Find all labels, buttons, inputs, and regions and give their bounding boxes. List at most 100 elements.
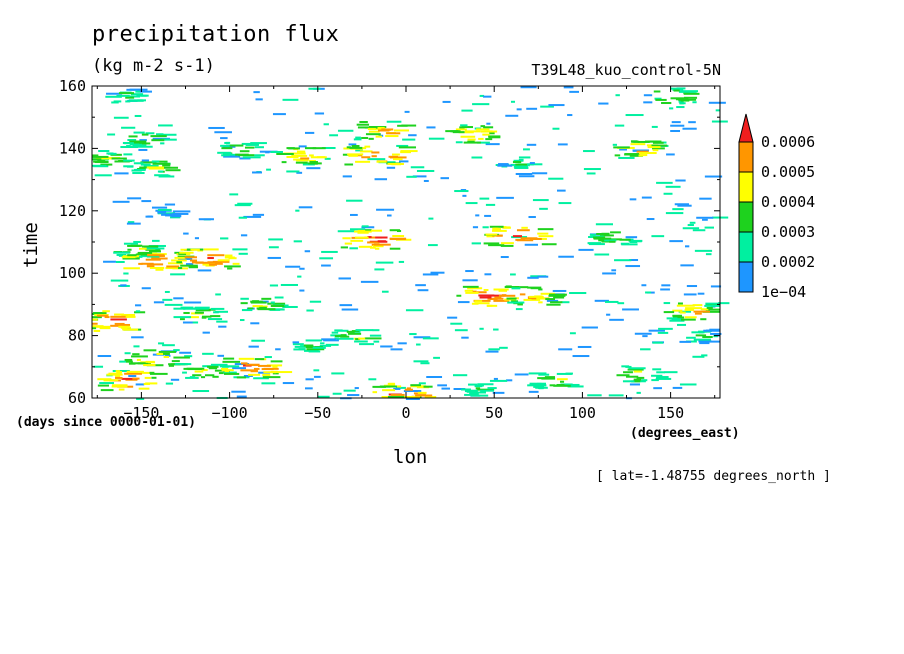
precip-streak [332, 392, 342, 395]
x-tick-label: 100 [569, 404, 596, 422]
precip-streak [170, 378, 180, 381]
precip-streak [218, 325, 227, 328]
precip-streak [380, 345, 393, 348]
precip-streak [115, 260, 125, 263]
precip-cell [390, 393, 405, 396]
precip-streak [587, 394, 602, 397]
plot-area [92, 86, 730, 400]
precip-streak [614, 124, 625, 127]
precip-streak [239, 157, 251, 160]
precip-streak [417, 289, 429, 292]
precip-cell [512, 161, 522, 164]
precip-cell [151, 139, 165, 142]
precip-streak [179, 351, 192, 354]
precip-cell [133, 240, 141, 243]
precip-streak [679, 383, 697, 386]
precip-cell [550, 301, 563, 304]
precip-cell [207, 257, 214, 260]
precip-streak [640, 348, 651, 351]
precip-cell [122, 328, 139, 331]
precip-cell [415, 394, 433, 397]
precip-cell [600, 239, 617, 242]
precip-streak [526, 107, 538, 110]
precip-cell [489, 132, 495, 135]
precip-streak [426, 126, 436, 129]
precip-streak [696, 216, 714, 219]
chart-units: (kg m-2 s-1) [92, 56, 215, 76]
precip-cell [461, 126, 474, 129]
precip-streak [268, 238, 283, 241]
precip-cell [529, 237, 542, 240]
precip-streak [704, 175, 723, 178]
precip-cell [114, 160, 130, 163]
precip-cell [638, 152, 657, 155]
precip-streak [518, 175, 535, 178]
precip-cell [155, 160, 168, 163]
precip-cell [154, 174, 169, 177]
precip-streak [493, 328, 499, 331]
precip-streak [347, 394, 360, 397]
precip-streak [94, 174, 112, 177]
precip-cell [631, 380, 641, 383]
precip-cell [151, 206, 168, 209]
precip-cell [417, 391, 427, 394]
precip-cell [492, 228, 502, 231]
precip-cell [516, 229, 530, 232]
precip-streak [261, 382, 276, 385]
x-axis-units: (degrees_east) [630, 426, 740, 441]
precip-cell [157, 211, 167, 214]
precip-streak [475, 214, 480, 217]
precip-cell [139, 166, 149, 169]
precip-streak [602, 272, 616, 275]
precip-cell [163, 355, 170, 358]
precip-streak [170, 273, 186, 276]
precip-streak [134, 114, 142, 117]
precip-cell [130, 362, 149, 365]
precip-cell [666, 317, 678, 320]
precip-streak [131, 336, 144, 339]
precip-cell [467, 389, 478, 392]
y-tick-label: 100 [59, 264, 86, 282]
precip-cell [553, 384, 571, 387]
precip-streak [158, 342, 165, 345]
precip-streak [552, 289, 567, 292]
precip-cell [545, 298, 556, 301]
precip-streak [515, 172, 533, 175]
precip-cell [647, 146, 661, 149]
precip-streak [162, 344, 175, 347]
precip-cell [136, 94, 147, 97]
precip-cell [629, 154, 643, 157]
precip-streak [282, 382, 295, 385]
precip-streak [319, 257, 334, 260]
precip-cell [103, 379, 119, 382]
precip-cell [354, 340, 368, 343]
precip-cell [192, 374, 202, 377]
precip-cell [610, 231, 621, 234]
precip-streak [126, 95, 141, 98]
precip-cell [257, 364, 271, 367]
precip-cell [149, 266, 165, 269]
precip-cell [125, 96, 135, 99]
precip-cell [636, 376, 645, 379]
precip-streak [135, 304, 142, 307]
precip-cell [303, 344, 314, 347]
precip-cell [129, 88, 148, 91]
precip-streak [415, 284, 426, 287]
precip-streak [141, 200, 152, 203]
precip-cell [663, 311, 675, 314]
precip-cell [478, 137, 484, 140]
precip-cell [130, 244, 143, 247]
precip-streak [313, 369, 320, 372]
precip-cell [652, 149, 659, 152]
precip-cell [483, 242, 500, 245]
precip-cell [504, 286, 520, 289]
precip-cell [464, 289, 474, 292]
precip-streak [430, 271, 445, 274]
precip-streak [337, 230, 356, 233]
precip-streak [652, 341, 664, 344]
precip-streak [646, 218, 655, 221]
precip-streak [641, 196, 652, 199]
precip-streak [97, 355, 112, 358]
precip-cell [637, 140, 650, 143]
precip-streak [527, 276, 539, 279]
